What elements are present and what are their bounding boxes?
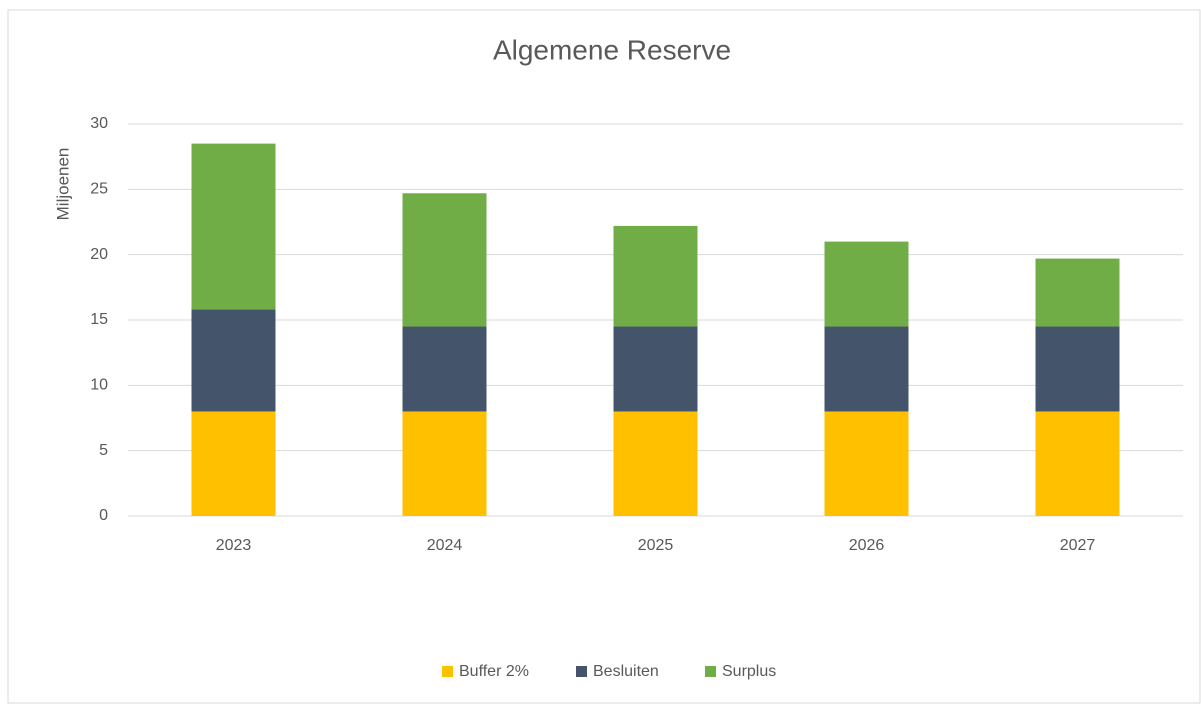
chart-title: Algemene Reserve	[493, 34, 731, 65]
bar-segment	[402, 326, 487, 412]
y-tick-label: 5	[99, 442, 108, 459]
legend-label: Besluiten	[593, 663, 659, 680]
bar-segment	[613, 225, 698, 327]
x-tick-label: 2025	[638, 537, 674, 554]
legend-swatch	[576, 666, 587, 677]
bar-segment	[191, 309, 276, 412]
x-tick-label: 2024	[427, 537, 463, 554]
y-axis-title: Miljoenen	[53, 148, 72, 221]
bar-segment	[402, 411, 487, 516]
y-tick-label: 20	[90, 246, 108, 263]
bar-segment	[824, 326, 909, 412]
chart-border	[7, 9, 1201, 704]
bar-segment	[824, 411, 909, 516]
bar-segment	[613, 411, 698, 516]
legend-label: Buffer 2%	[459, 663, 529, 680]
bar-segment	[1035, 411, 1120, 516]
bar-segment	[824, 241, 909, 327]
legend-swatch	[705, 666, 716, 677]
y-tick-label: 30	[90, 115, 108, 132]
bar-segment	[613, 326, 698, 412]
legend-swatch	[442, 666, 453, 677]
bar-segment	[402, 193, 487, 327]
x-tick-label: 2027	[1060, 537, 1096, 554]
y-tick-label: 10	[90, 377, 108, 394]
bar-segment	[191, 143, 276, 310]
bar-segment	[1035, 258, 1120, 327]
y-tick-label: 0	[99, 507, 108, 524]
legend-label: Surplus	[722, 663, 776, 680]
bar-segment	[1035, 326, 1120, 412]
bar-segment	[191, 411, 276, 516]
x-tick-label: 2023	[216, 537, 252, 554]
y-tick-label: 15	[90, 311, 108, 328]
y-tick-label: 25	[90, 181, 108, 198]
x-tick-label: 2026	[849, 537, 885, 554]
